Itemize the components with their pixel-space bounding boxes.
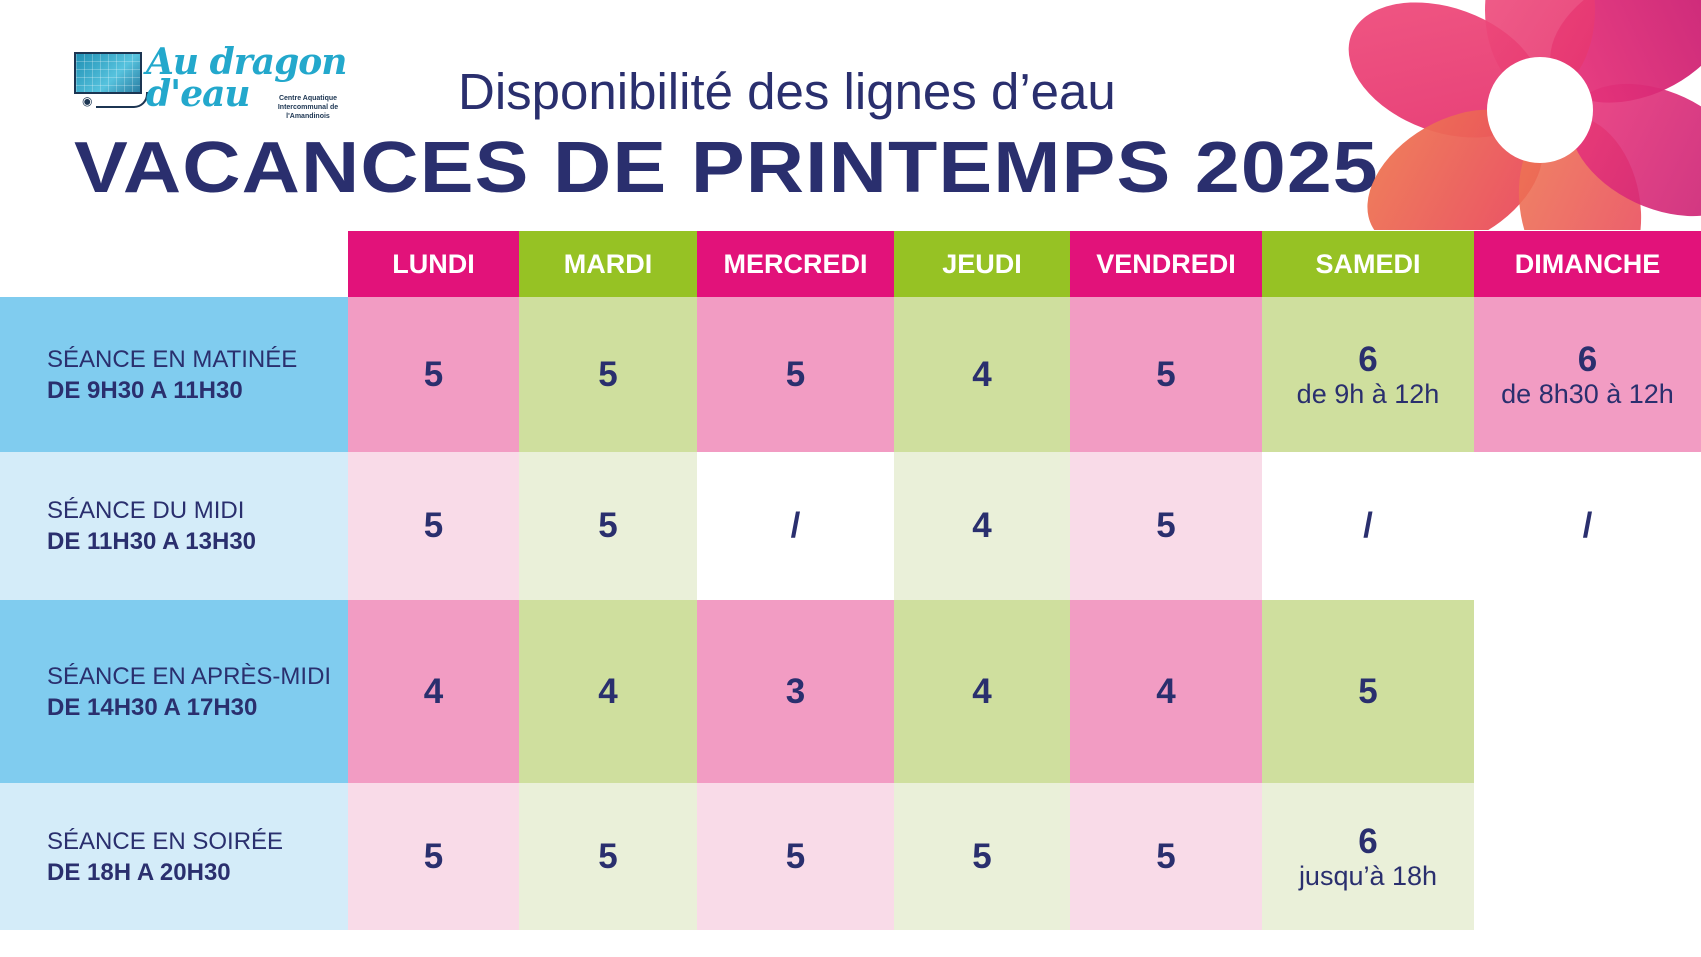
lane-count: 5 (1358, 671, 1378, 711)
lane-count: 6 (1358, 821, 1378, 861)
lane-count-cell: 5 (519, 297, 697, 452)
flower-decoration-icon (1348, 0, 1701, 230)
day-header: DIMANCHE (1474, 231, 1701, 297)
hours-note: jusqu’à 18h (1298, 860, 1438, 891)
lane-count-cell: / (1474, 452, 1701, 600)
hours-note: de 8h30 à 12h (1501, 378, 1674, 409)
lane-count: 3 (785, 671, 806, 711)
session-name: SÉANCE EN MATINÉE (47, 345, 298, 373)
session-label: SÉANCE DU MIDI DE 11H30 A 13H30 (0, 452, 348, 600)
lane-count-cell (1474, 783, 1701, 930)
lane-count: / (1363, 506, 1373, 545)
session-label: SÉANCE EN APRÈS-MIDI DE 14H30 A 17H30 (0, 600, 348, 783)
session-name: SÉANCE DU MIDI (47, 497, 245, 524)
lane-count-cell: 4 (519, 600, 697, 783)
lane-count: 4 (972, 354, 992, 394)
session-time: DE 11H30 A 13H30 (47, 528, 257, 555)
lane-count-cell: 3 (697, 600, 894, 783)
lane-count-cell: 5 (348, 783, 519, 930)
lane-count-cell: 5 (1262, 600, 1474, 783)
lane-count-cell: / (1262, 452, 1474, 600)
lane-count: / (1582, 506, 1593, 545)
lane-count: / (790, 506, 801, 545)
lane-count-cell: 5 (697, 297, 894, 452)
lane-count: 4 (972, 671, 992, 711)
lane-count: 5 (785, 836, 806, 876)
day-header: MARDI (519, 231, 697, 297)
lane-count: 4 (972, 506, 992, 545)
session-name: SÉANCE EN SOIRÉE (47, 827, 284, 855)
lane-count: 5 (598, 354, 618, 394)
lane-count: 5 (785, 354, 806, 394)
lane-count-cell: 4 (348, 600, 519, 783)
lane-count-cell: 5 (519, 783, 697, 930)
page-title: VACANCES DE PRINTEMPS 2025 (74, 128, 1379, 208)
lane-count: 5 (1156, 506, 1176, 545)
lane-count: 6 (1577, 339, 1598, 379)
lane-count-cell: 4 (894, 600, 1070, 783)
lane-count-cell: 5 (519, 452, 697, 600)
lane-count: 6 (1358, 339, 1378, 379)
session-name: SÉANCE EN APRÈS-MIDI (47, 662, 332, 690)
lane-count: 5 (598, 836, 618, 876)
lane-count-cell: 6 de 9h à 12h (1262, 297, 1474, 452)
session-label: SÉANCE EN MATINÉE DE 9H30 A 11H30 (0, 297, 348, 452)
lane-count-cell: 6 de 8h30 à 12h (1474, 297, 1701, 452)
session-label: SÉANCE EN SOIRÉE DE 18H A 20H30 (0, 783, 348, 930)
lane-count-cell: 5 (894, 783, 1070, 930)
lane-count: 4 (1156, 671, 1176, 711)
logo-mosaic-icon (74, 52, 142, 94)
lane-count: 5 (972, 836, 992, 876)
day-header: SAMEDI (1262, 231, 1474, 297)
eye-icon: ◉ (82, 94, 93, 108)
session-time: DE 14H30 A 17H30 (47, 693, 258, 721)
flower-icon (1348, 0, 1701, 230)
lane-count: 4 (423, 671, 444, 711)
lane-count-cell: 6 jusqu’à 18h (1262, 783, 1474, 930)
logo: ◉ Au dragon d'eau Centre Aquatique Inter… (74, 44, 354, 122)
day-header: VENDREDI (1070, 231, 1262, 297)
lane-count: 5 (1156, 836, 1176, 876)
lane-count: 5 (423, 836, 444, 876)
lane-count: 5 (598, 506, 618, 545)
day-header: JEUDI (894, 231, 1070, 297)
lane-count: 4 (598, 671, 618, 711)
lane-count-cell: 5 (348, 452, 519, 600)
lane-count-cell: 4 (894, 297, 1070, 452)
logo-subtitle: Centre Aquatique Intercommunal de l'Aman… (277, 95, 339, 120)
session-time: DE 9H30 A 11H30 (47, 376, 243, 404)
lane-count-cell: 4 (1070, 600, 1262, 783)
hours-note: de 9h à 12h (1296, 378, 1440, 409)
day-header: MERCREDI (697, 231, 894, 297)
lane-count-cell (1474, 600, 1701, 783)
lane-count-cell: 5 (1070, 783, 1262, 930)
lane-count-cell: / (697, 452, 894, 600)
logo-swoosh-icon (96, 92, 148, 108)
lane-count-cell: 5 (348, 297, 519, 452)
lane-count: 5 (1156, 354, 1176, 394)
day-header: LUNDI (348, 231, 519, 297)
logo-name: Au dragon d'eau (146, 41, 347, 115)
lane-count-cell: 4 (894, 452, 1070, 600)
lane-count: 5 (423, 506, 444, 545)
page-subtitle: Disponibilité des lignes d’eau (458, 63, 1116, 120)
lane-count-cell: 5 (1070, 452, 1262, 600)
session-time: DE 18H A 20H30 (47, 858, 231, 886)
lane-count-cell: 5 (1070, 297, 1262, 452)
lane-count: 5 (423, 354, 444, 394)
lane-count-cell: 5 (697, 783, 894, 930)
